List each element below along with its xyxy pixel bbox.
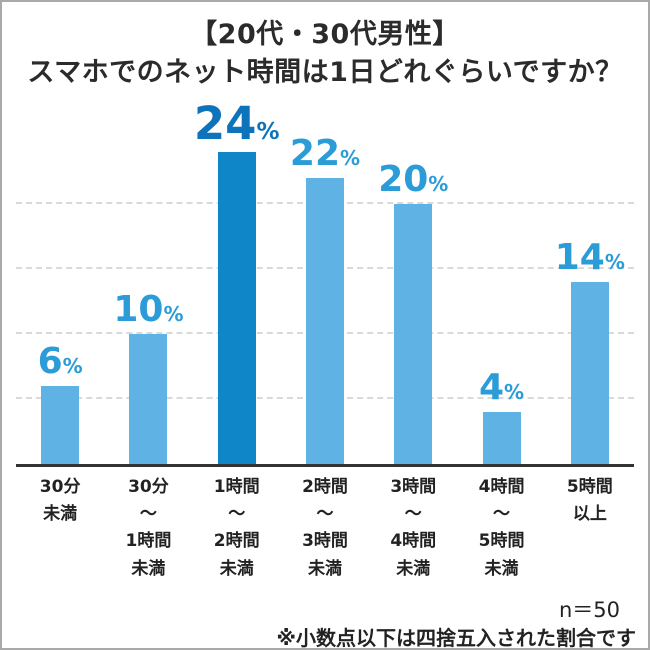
x-axis-label: 30分 未満	[39, 477, 81, 525]
bar-value-label: 10%	[113, 292, 183, 328]
bar-column: 14%	[546, 122, 634, 464]
bar	[129, 334, 168, 464]
sample-size-label: n＝50	[558, 598, 620, 622]
bar-value-number: 4	[478, 367, 505, 408]
x-axis-label: 4時間〜 5時間 未満	[478, 477, 525, 579]
bar-value-unit: %	[62, 354, 83, 378]
bar-value-unit: %	[163, 302, 184, 326]
bar-value-label: 24%	[194, 101, 280, 146]
bar-column: 22%	[281, 122, 369, 464]
bar	[394, 204, 433, 464]
bar-value-unit: %	[428, 172, 449, 196]
chart-title-line2: スマホでのネット時間は1日どれぐらいですか？	[27, 56, 623, 88]
x-axis-label: 2時間〜 3時間 未満	[302, 477, 348, 579]
bar-column: 24%	[193, 101, 281, 464]
bar-value-number: 14	[554, 237, 605, 278]
bars: 6% 10% 24% 22% 20% 4% 14%	[16, 101, 634, 464]
bar-value-label: 20%	[378, 162, 448, 198]
bar-value-number: 22	[289, 133, 341, 174]
bar-value-number: 6	[37, 341, 63, 382]
bar-value-label: 22%	[290, 136, 360, 172]
bar-column: 10%	[104, 122, 192, 464]
bar	[482, 412, 521, 464]
bar-value-number: 10	[113, 289, 164, 330]
bar-value-label: 14%	[555, 240, 625, 276]
bar-column: 6%	[16, 122, 104, 464]
bar-value-number: 20	[378, 159, 429, 200]
bar	[41, 386, 80, 464]
chart-title: 【20代・30代男性】 スマホでのネット時間は1日どれぐらいですか？	[2, 16, 648, 92]
x-axis-label: 5時間 以上	[566, 477, 613, 525]
bar-value-unit: %	[604, 250, 625, 274]
footnote: ※小数点以下は四捨五入された割合です	[276, 626, 636, 650]
bar-value-unit: %	[504, 380, 525, 404]
bar-value-label: 4%	[479, 370, 524, 406]
chart-title-line1: 【20代・30代男性】	[190, 19, 460, 50]
plot-area: 6% 10% 24% 22% 20% 4% 14%	[16, 101, 634, 467]
bar	[305, 178, 344, 464]
x-axis-label: 30分〜 1時間 未満	[125, 477, 172, 579]
bar-column: 4%	[457, 122, 545, 464]
bar-value-unit: %	[256, 119, 280, 145]
bar-value-label: 6%	[38, 344, 83, 380]
bar	[570, 282, 609, 464]
x-axis-label: 1時間〜 2時間 未満	[213, 477, 260, 579]
x-axis-label: 3時間〜 4時間 未満	[390, 477, 437, 579]
x-axis: 30分 未満 30分〜 1時間 未満 1時間〜 2時間 未満 2時間〜 3時間 未満 3時間〜 4時間未…	[16, 474, 634, 583]
bar	[217, 152, 256, 464]
bar-value-number: 24	[193, 97, 257, 150]
bar-value-unit: %	[340, 146, 361, 170]
bar-column: 20%	[369, 122, 457, 464]
